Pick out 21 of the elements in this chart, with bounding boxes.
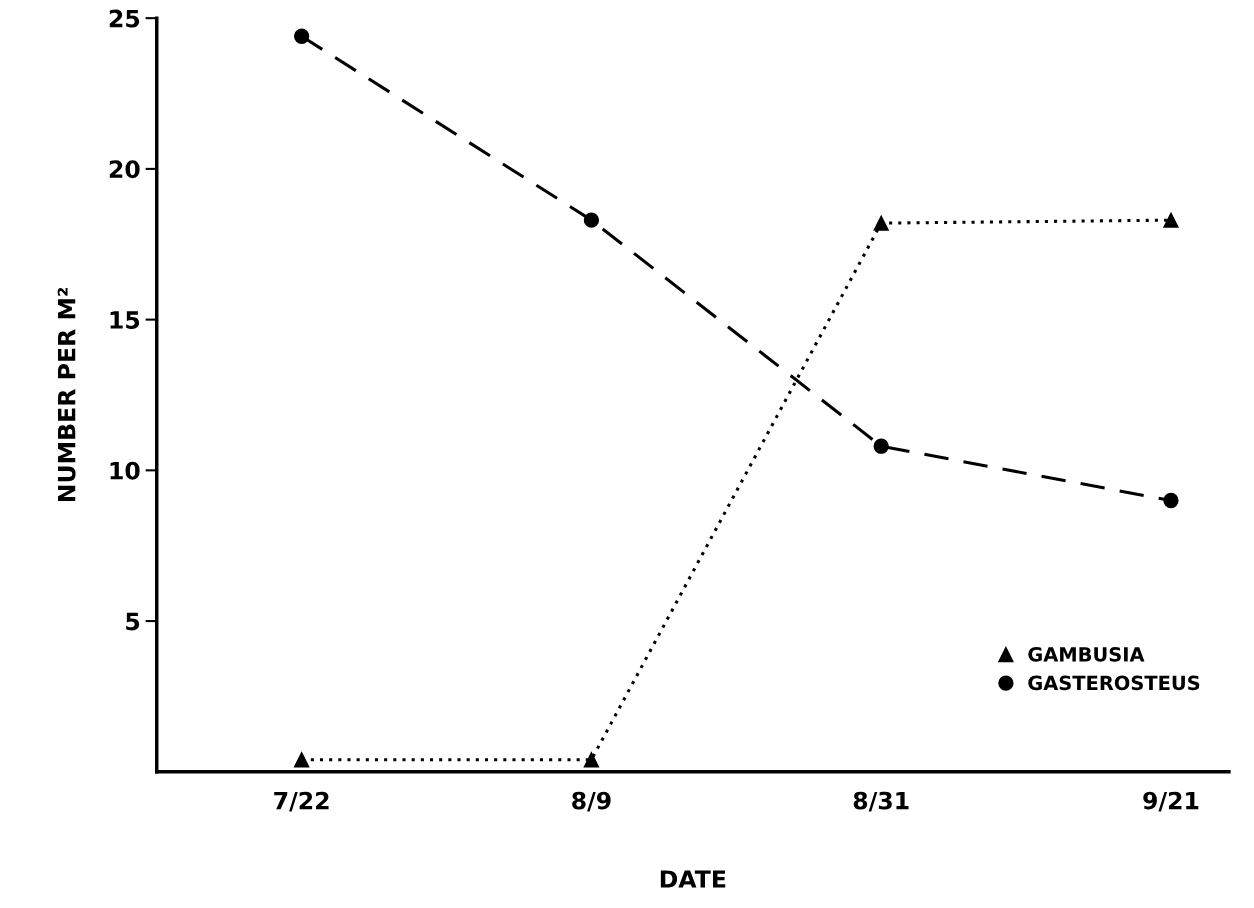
y-tick-label: 10 (110, 461, 140, 480)
point (873, 438, 889, 454)
point (583, 212, 600, 228)
point (873, 215, 889, 231)
point (293, 752, 310, 768)
point (1163, 492, 1179, 509)
point (1163, 212, 1179, 228)
y-tick-label: 5 (126, 612, 140, 631)
y-axis-title: NUMBER PER M² (57, 287, 76, 502)
legend-label: GASTEROSTEUS (1028, 675, 1200, 691)
y-tick-label: 15 (110, 311, 140, 329)
point (293, 28, 310, 44)
y-tick-label: 20 (109, 160, 140, 179)
y-tick-label: 25 (109, 9, 140, 28)
x-tick-label: 8/9 (572, 791, 611, 812)
point (583, 752, 600, 768)
x-tick-label: 7/22 (274, 791, 329, 812)
legend-label: GAMBUSIA (1028, 646, 1145, 662)
x-axis-title: DATE (660, 870, 726, 888)
x-tick-label: 8/31 (853, 791, 909, 812)
x-tick-label: 9/21 (1143, 791, 1199, 812)
